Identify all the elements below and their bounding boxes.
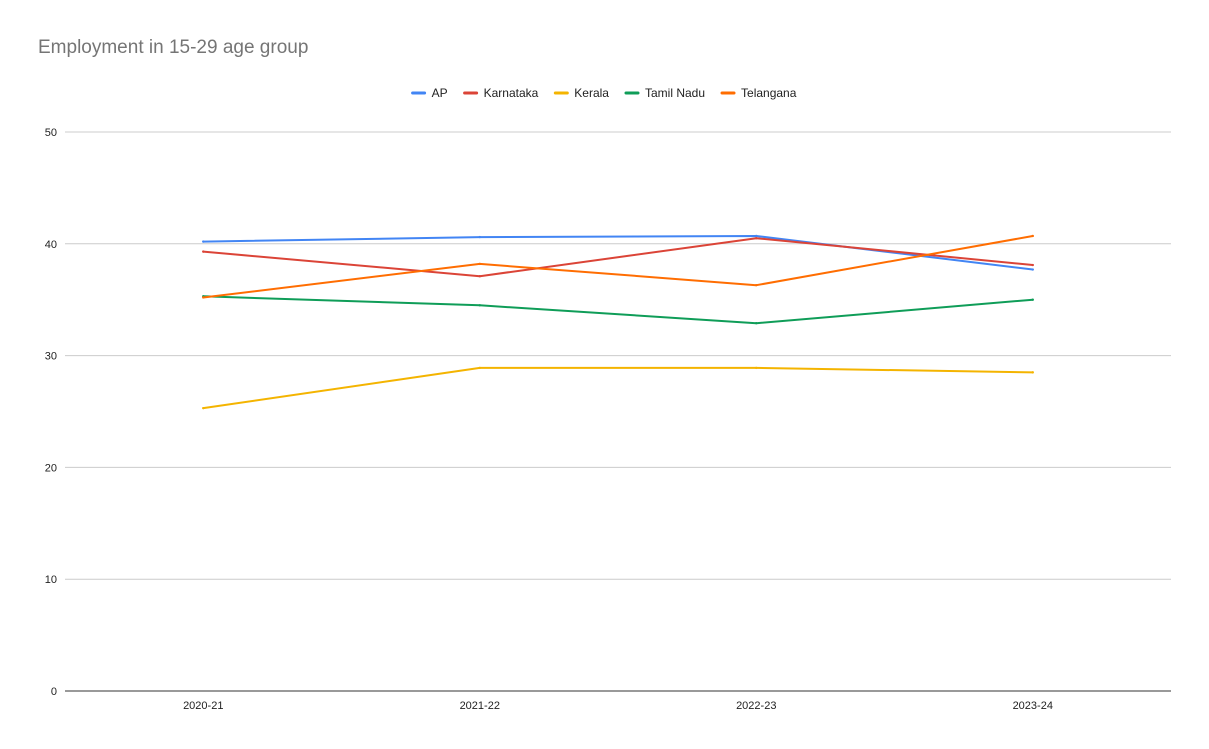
data-point-tamil-nadu — [478, 304, 481, 307]
data-point-tamil-nadu — [1031, 298, 1034, 301]
y-axis-ticks: 0 10 20 30 40 50 — [45, 127, 57, 698]
data-point-ap — [478, 235, 481, 239]
legend-label: Karnataka — [484, 86, 539, 100]
x-tick-label: 2023-24 — [1013, 700, 1053, 712]
data-point-karnataka — [1031, 263, 1034, 267]
legend-item-tamil-nadu[interactable]: Tamil Nadu — [624, 86, 705, 100]
chart-title: Employment in 15-29 age group — [38, 37, 309, 58]
legend-label: AP — [432, 86, 448, 100]
data-point-karnataka — [478, 275, 481, 278]
series-lines — [202, 234, 1034, 410]
y-tick-label: 30 — [45, 351, 57, 363]
data-point-karnataka — [202, 250, 205, 253]
series-line-ap — [202, 235, 1034, 271]
data-point-kerala — [1031, 371, 1034, 374]
data-point-tamil-nadu — [755, 321, 758, 325]
data-point-karnataka — [755, 237, 758, 240]
x-tick-label: 2021-22 — [460, 700, 500, 712]
legend-item-ap[interactable]: AP — [411, 86, 448, 100]
data-point-kerala — [755, 366, 758, 370]
y-tick-label: 10 — [45, 574, 57, 586]
series-line-tamil-nadu — [202, 295, 1034, 325]
data-point-telangana — [755, 283, 758, 287]
data-point-ap — [755, 234, 758, 238]
data-point-ap — [1031, 268, 1034, 271]
data-point-kerala — [202, 406, 205, 410]
legend-item-kerala[interactable]: Kerala — [553, 86, 609, 100]
x-tick-label: 2022-23 — [736, 700, 776, 712]
x-axis-ticks: 2020-21 2021-22 2022-23 2023-24 — [183, 700, 1053, 712]
series-line-kerala — [202, 366, 1034, 410]
legend-label: Telangana — [741, 86, 797, 100]
series-line-telangana — [202, 235, 1034, 299]
legend-item-karnataka[interactable]: Karnataka — [463, 86, 539, 100]
data-point-telangana — [1031, 234, 1034, 238]
y-tick-label: 40 — [45, 239, 57, 251]
legend-label: Tamil Nadu — [645, 86, 705, 100]
data-point-telangana — [202, 296, 205, 299]
data-point-telangana — [478, 262, 481, 266]
y-tick-label: 50 — [45, 127, 57, 139]
gridlines — [65, 131, 1171, 692]
legend-label: Kerala — [574, 86, 609, 100]
y-tick-label: 0 — [51, 686, 57, 698]
legend: AP Karnataka Kerala Tamil Nadu Telangana — [411, 86, 797, 100]
series-line-karnataka — [202, 237, 1034, 278]
y-tick-label: 20 — [45, 462, 57, 474]
legend-item-telangana[interactable]: Telangana — [720, 86, 797, 100]
data-point-ap — [202, 240, 205, 243]
data-point-kerala — [478, 366, 481, 370]
x-tick-label: 2020-21 — [183, 700, 223, 712]
